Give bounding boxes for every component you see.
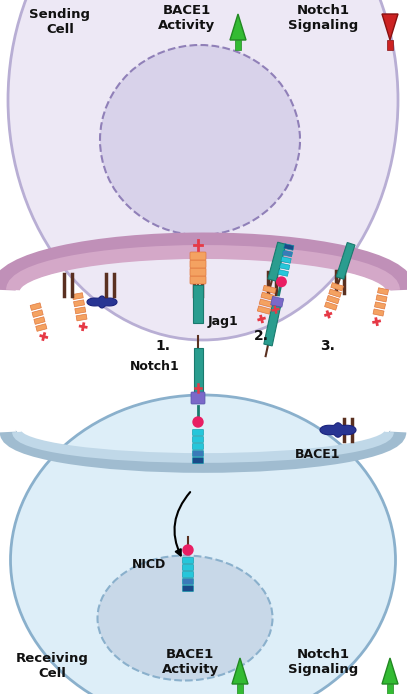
Polygon shape	[271, 296, 284, 307]
Circle shape	[193, 417, 203, 427]
Polygon shape	[30, 303, 42, 310]
Text: 3.: 3.	[320, 339, 335, 353]
Bar	[193, 348, 203, 393]
Text: NICD: NICD	[132, 558, 166, 571]
Ellipse shape	[98, 555, 273, 681]
Polygon shape	[331, 282, 344, 291]
FancyBboxPatch shape	[190, 260, 206, 268]
Ellipse shape	[8, 0, 398, 340]
Polygon shape	[257, 306, 271, 314]
Bar	[387, 40, 393, 50]
Polygon shape	[382, 658, 398, 684]
Text: BACE1
Activity: BACE1 Activity	[158, 4, 216, 32]
Polygon shape	[232, 658, 248, 684]
FancyBboxPatch shape	[182, 571, 193, 577]
Bar	[387, 684, 393, 694]
FancyBboxPatch shape	[193, 430, 204, 436]
Polygon shape	[76, 314, 87, 321]
Circle shape	[277, 277, 286, 287]
Polygon shape	[34, 316, 45, 324]
Text: Sending
Cell: Sending Cell	[29, 8, 90, 36]
Ellipse shape	[11, 395, 396, 694]
Polygon shape	[263, 285, 276, 294]
Polygon shape	[261, 292, 274, 301]
Polygon shape	[87, 296, 117, 308]
Polygon shape	[74, 300, 85, 307]
FancyBboxPatch shape	[182, 557, 193, 564]
Polygon shape	[230, 14, 246, 40]
Polygon shape	[32, 310, 43, 317]
Polygon shape	[378, 288, 389, 295]
Ellipse shape	[100, 45, 300, 235]
Text: Notch1
Signaling: Notch1 Signaling	[288, 4, 358, 32]
Text: Notch1
Signaling: Notch1 Signaling	[288, 648, 358, 676]
Text: BACE1: BACE1	[295, 448, 341, 461]
Bar	[237, 684, 243, 694]
Text: Notch1: Notch1	[130, 360, 180, 373]
FancyBboxPatch shape	[182, 586, 193, 591]
Polygon shape	[336, 242, 355, 279]
FancyBboxPatch shape	[182, 579, 193, 584]
Text: BACE1
Activity: BACE1 Activity	[162, 648, 219, 676]
Text: Jag1: Jag1	[208, 315, 239, 328]
Polygon shape	[282, 250, 293, 257]
Polygon shape	[382, 14, 398, 40]
Polygon shape	[259, 299, 272, 307]
Bar	[235, 40, 241, 50]
Polygon shape	[329, 289, 341, 297]
Polygon shape	[376, 295, 387, 302]
Text: 1.: 1.	[155, 339, 170, 353]
Polygon shape	[280, 263, 290, 270]
Polygon shape	[36, 324, 47, 331]
Polygon shape	[284, 244, 294, 251]
Text: Receiving
Cell: Receiving Cell	[15, 652, 88, 680]
Polygon shape	[281, 257, 291, 263]
Polygon shape	[268, 242, 286, 281]
FancyBboxPatch shape	[193, 443, 204, 450]
Bar	[193, 285, 203, 323]
FancyBboxPatch shape	[190, 252, 206, 260]
Polygon shape	[320, 423, 356, 437]
Polygon shape	[72, 293, 83, 300]
FancyBboxPatch shape	[193, 450, 204, 457]
Polygon shape	[327, 296, 339, 304]
Polygon shape	[374, 302, 385, 309]
Text: 2.: 2.	[254, 329, 269, 343]
FancyBboxPatch shape	[190, 268, 206, 276]
Polygon shape	[264, 305, 280, 346]
Circle shape	[183, 545, 193, 555]
Polygon shape	[278, 270, 289, 276]
Polygon shape	[75, 307, 86, 314]
FancyBboxPatch shape	[193, 437, 204, 443]
Polygon shape	[324, 302, 337, 310]
FancyBboxPatch shape	[191, 392, 205, 404]
FancyBboxPatch shape	[182, 564, 193, 570]
FancyBboxPatch shape	[193, 457, 204, 464]
Polygon shape	[373, 309, 384, 316]
FancyBboxPatch shape	[190, 276, 206, 284]
